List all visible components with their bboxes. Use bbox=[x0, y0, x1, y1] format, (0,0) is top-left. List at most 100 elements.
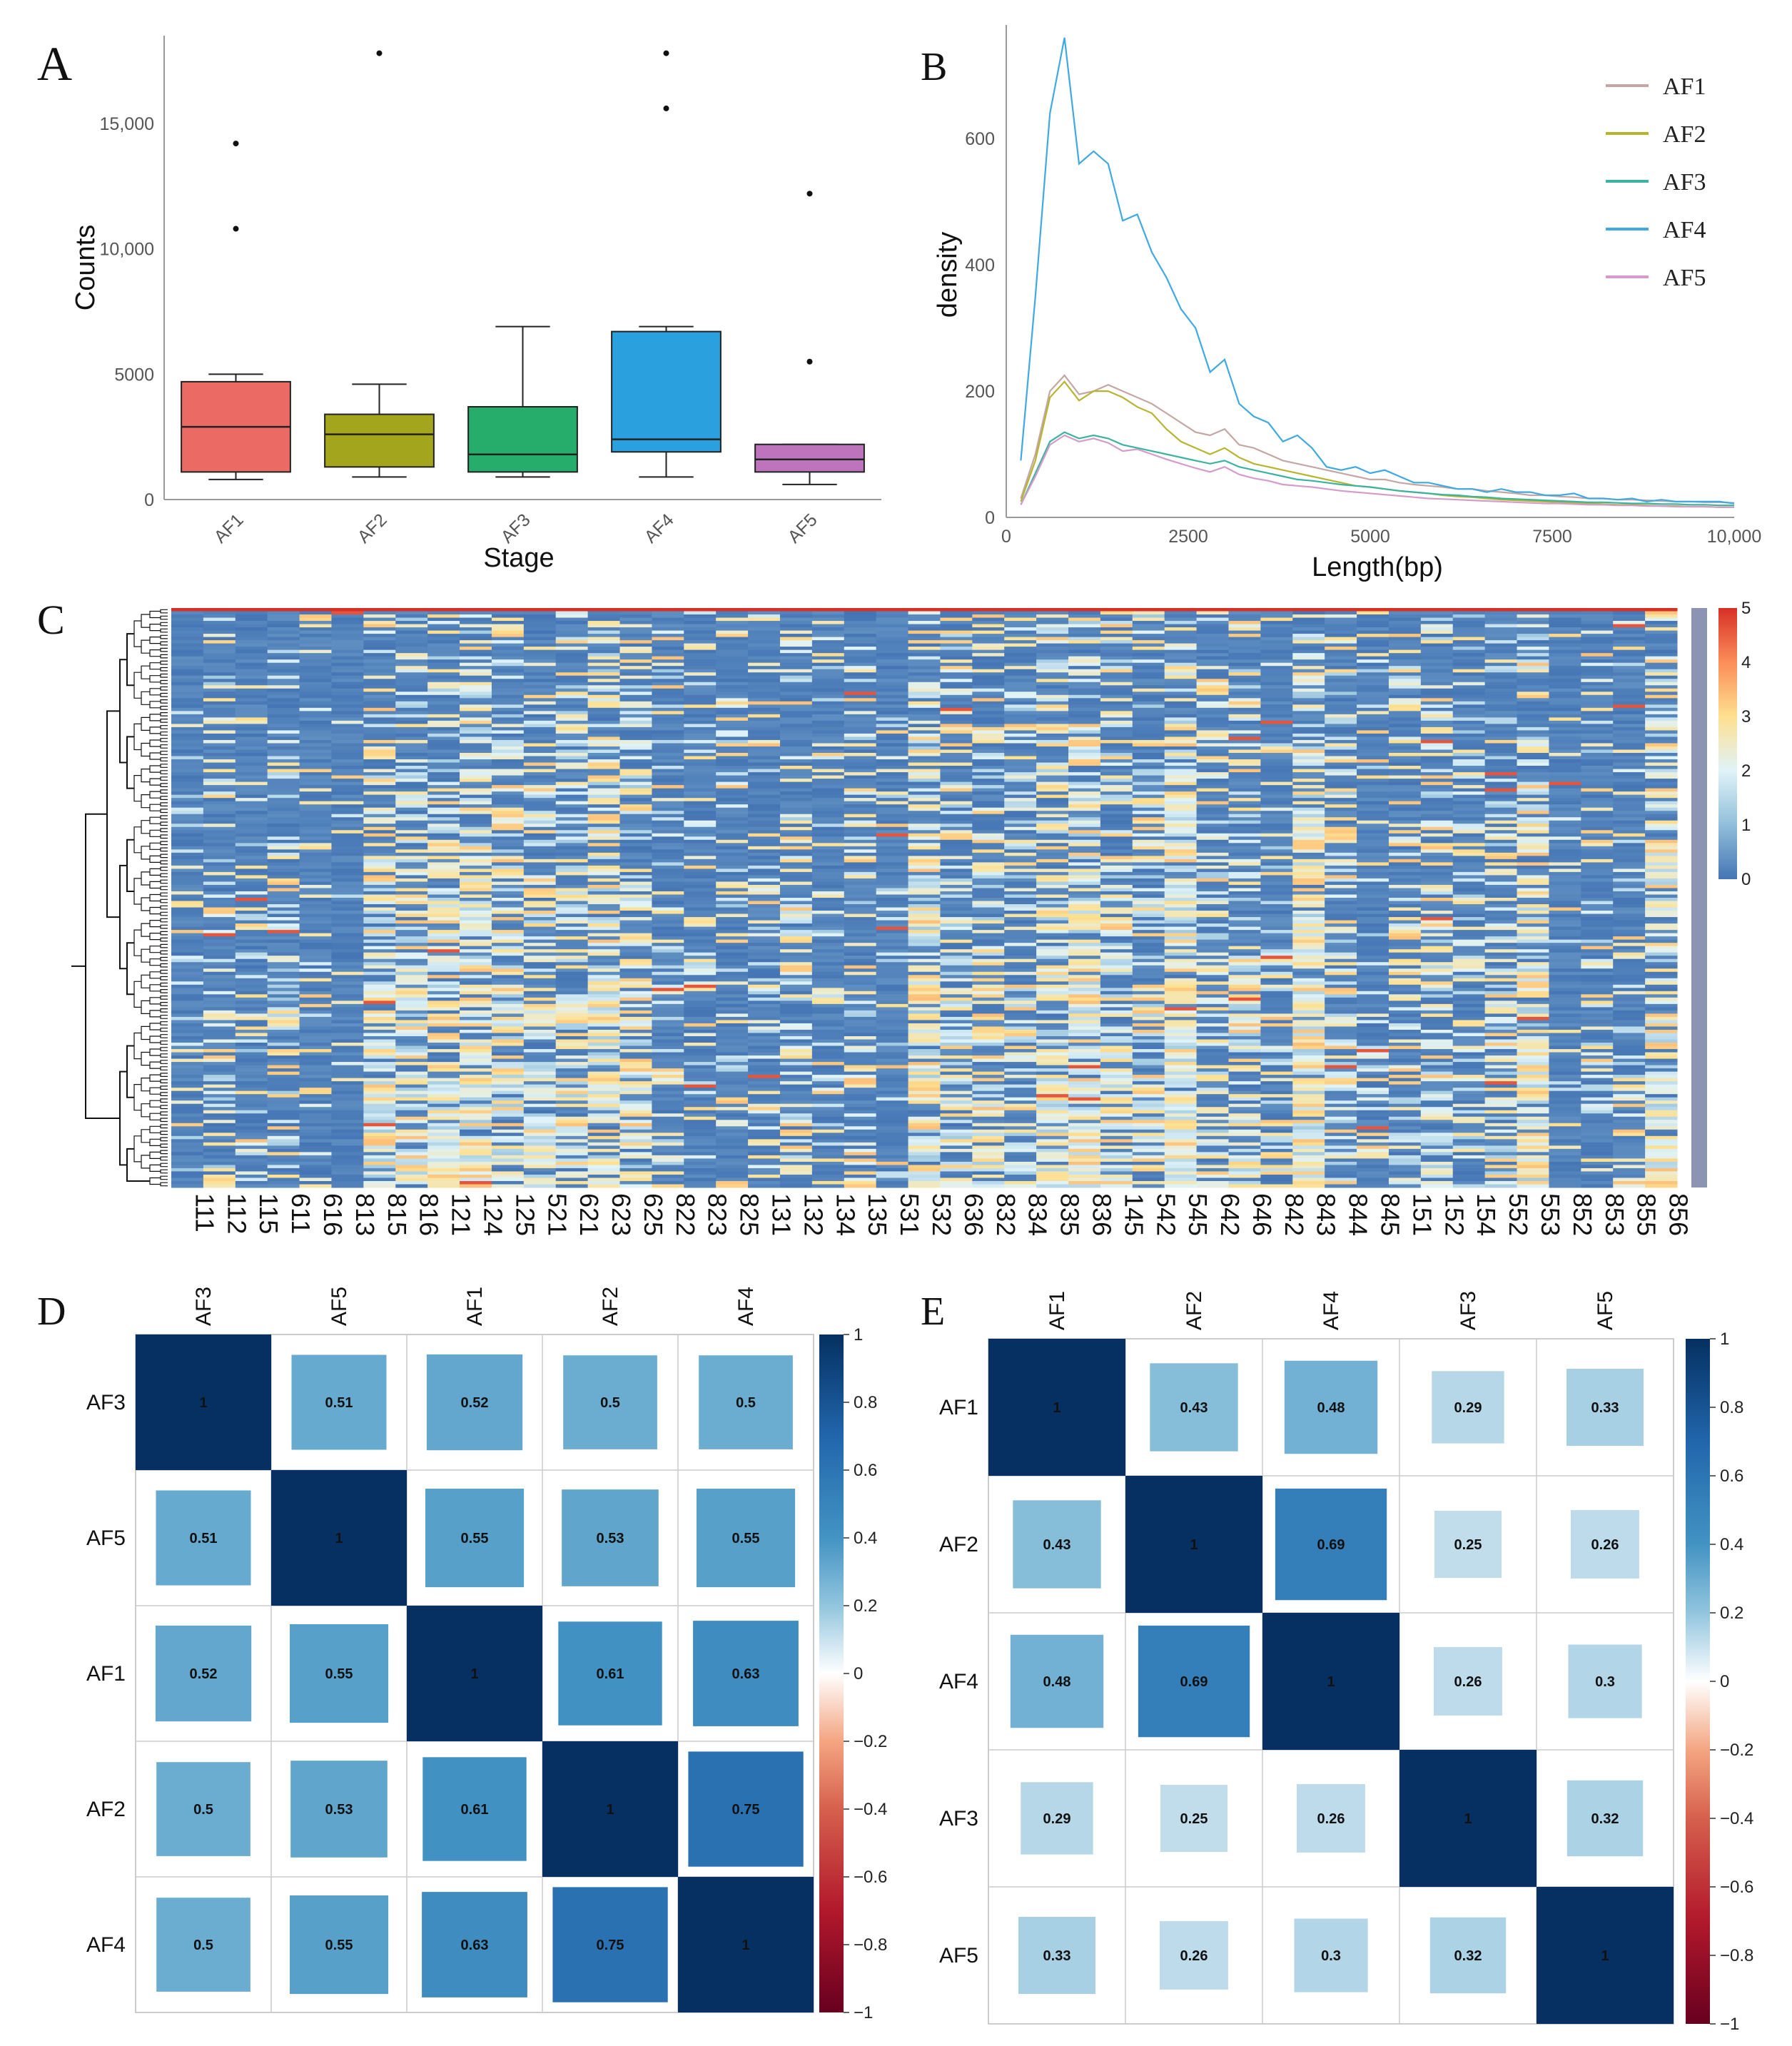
panel-c-cell bbox=[235, 971, 268, 976]
panel-c-cell bbox=[619, 1045, 652, 1050]
panel-c-cell bbox=[363, 1003, 396, 1008]
panel-c-cell bbox=[331, 943, 364, 947]
panel-c-cell bbox=[427, 946, 460, 950]
panel-c-cell bbox=[716, 1158, 749, 1163]
panel-c-cell bbox=[395, 968, 428, 973]
panel-c-cell bbox=[363, 647, 396, 651]
panel-c-cell bbox=[235, 1013, 268, 1018]
panel-c-cell bbox=[203, 775, 236, 779]
panel-c-cell bbox=[235, 736, 268, 741]
panel-c-cell bbox=[811, 1045, 845, 1050]
panel-c-cell bbox=[395, 640, 428, 644]
panel-a-outlier bbox=[233, 141, 239, 147]
panel-b-x-tick-label: 7500 bbox=[1532, 527, 1572, 547]
panel-c-cell bbox=[460, 1155, 492, 1159]
panel-c-cell bbox=[619, 798, 652, 802]
panel-c-cell bbox=[748, 852, 781, 856]
panel-c-cell bbox=[652, 1123, 684, 1127]
panel-c-cell bbox=[811, 946, 845, 950]
panel-c-dendrogram-branch bbox=[141, 1155, 150, 1169]
panel-c-cell bbox=[299, 1029, 332, 1033]
panel-c-cell bbox=[684, 672, 717, 677]
panel-c-cell bbox=[203, 627, 236, 632]
panel-c-dendrogram-branch bbox=[141, 1051, 150, 1066]
panel-c-cell bbox=[684, 669, 717, 673]
panel-c-cell bbox=[299, 833, 332, 837]
panel-c-cell bbox=[940, 1094, 973, 1098]
panel-c-cell bbox=[811, 1065, 845, 1069]
panel-c-cell bbox=[460, 1003, 492, 1008]
panel-c-cell bbox=[235, 1071, 268, 1075]
panel-c-cell bbox=[427, 659, 460, 664]
panel-c-cell bbox=[171, 907, 204, 911]
panel-c-cell bbox=[235, 824, 268, 828]
panel-c-cell bbox=[203, 997, 236, 1001]
panel-c-cell bbox=[427, 997, 460, 1001]
panel-c-cell bbox=[876, 698, 909, 702]
panel-c-cell bbox=[876, 666, 909, 670]
panel-c-cell bbox=[684, 994, 717, 998]
panel-c-cell bbox=[171, 878, 204, 882]
panel-c-cell bbox=[940, 630, 973, 634]
panel-c-cell bbox=[748, 794, 781, 799]
panel-c-cell bbox=[684, 839, 717, 844]
panel-c-cell bbox=[716, 1029, 749, 1033]
panel-c-cell bbox=[587, 1110, 621, 1114]
panel-c-cell bbox=[267, 856, 300, 860]
panel-c-cell bbox=[811, 643, 845, 647]
panel-c-cell bbox=[779, 617, 813, 622]
panel-c-cell bbox=[811, 926, 845, 931]
panel-c-cell bbox=[587, 1139, 621, 1143]
panel-c-cell bbox=[203, 856, 236, 860]
panel-c-cell bbox=[331, 766, 364, 770]
panel-c-cell bbox=[684, 753, 717, 757]
panel-c-cell bbox=[171, 1100, 204, 1105]
panel-c-cell bbox=[844, 1174, 877, 1178]
panel-c-cell bbox=[908, 968, 941, 973]
panel-c-cell bbox=[652, 856, 684, 860]
panel-c-cell bbox=[331, 898, 364, 902]
panel-c-cell bbox=[619, 824, 652, 828]
panel-c-cell bbox=[748, 1133, 781, 1137]
panel-c-cell bbox=[171, 643, 204, 647]
panel-c-cell bbox=[652, 807, 684, 811]
panel-c-cell bbox=[235, 669, 268, 673]
panel-c-cell bbox=[427, 811, 460, 815]
panel-c-cell bbox=[203, 826, 236, 831]
panel-c-cell bbox=[716, 1023, 749, 1027]
panel-c-cell bbox=[460, 653, 492, 657]
panel-c-cell bbox=[235, 1126, 268, 1130]
panel-c-cell bbox=[267, 1180, 300, 1185]
panel-c-cell bbox=[779, 1062, 813, 1066]
panel-c-cell bbox=[748, 1116, 781, 1120]
panel-c-cell bbox=[619, 804, 652, 809]
panel-c-cell bbox=[203, 1103, 236, 1108]
panel-c-cell bbox=[555, 865, 589, 869]
panel-c-cell bbox=[555, 1097, 589, 1101]
panel-c-cell bbox=[876, 627, 909, 632]
panel-c-cell bbox=[908, 1001, 941, 1005]
panel-c-cell bbox=[427, 1003, 460, 1008]
panel-c-cell bbox=[555, 1010, 589, 1014]
panel-c-cell bbox=[203, 762, 236, 766]
panel-c-cell bbox=[235, 843, 268, 847]
panel-c-cell bbox=[652, 704, 684, 709]
panel-c-cell bbox=[811, 608, 845, 612]
panel-c-cell bbox=[267, 785, 300, 789]
panel-c-cell bbox=[523, 707, 557, 711]
panel-c-cell bbox=[460, 1152, 492, 1156]
panel-c-cell bbox=[716, 962, 749, 966]
panel-c-cell bbox=[876, 688, 909, 692]
panel-c-cell bbox=[587, 1100, 621, 1105]
panel-c-cell bbox=[811, 1094, 845, 1098]
panel-c-cell bbox=[652, 1174, 684, 1178]
panel-c-dendrogram-branch bbox=[160, 789, 168, 794]
panel-c-cell bbox=[684, 1062, 717, 1066]
panel-c-cell bbox=[811, 988, 845, 992]
panel-c-cell bbox=[491, 1094, 525, 1098]
panel-c-cell bbox=[716, 968, 749, 973]
panel-c-cell bbox=[876, 1103, 909, 1108]
panel-c-cell bbox=[171, 871, 204, 876]
panel-c-cell bbox=[779, 1045, 813, 1050]
panel-c-cell bbox=[619, 1142, 652, 1146]
